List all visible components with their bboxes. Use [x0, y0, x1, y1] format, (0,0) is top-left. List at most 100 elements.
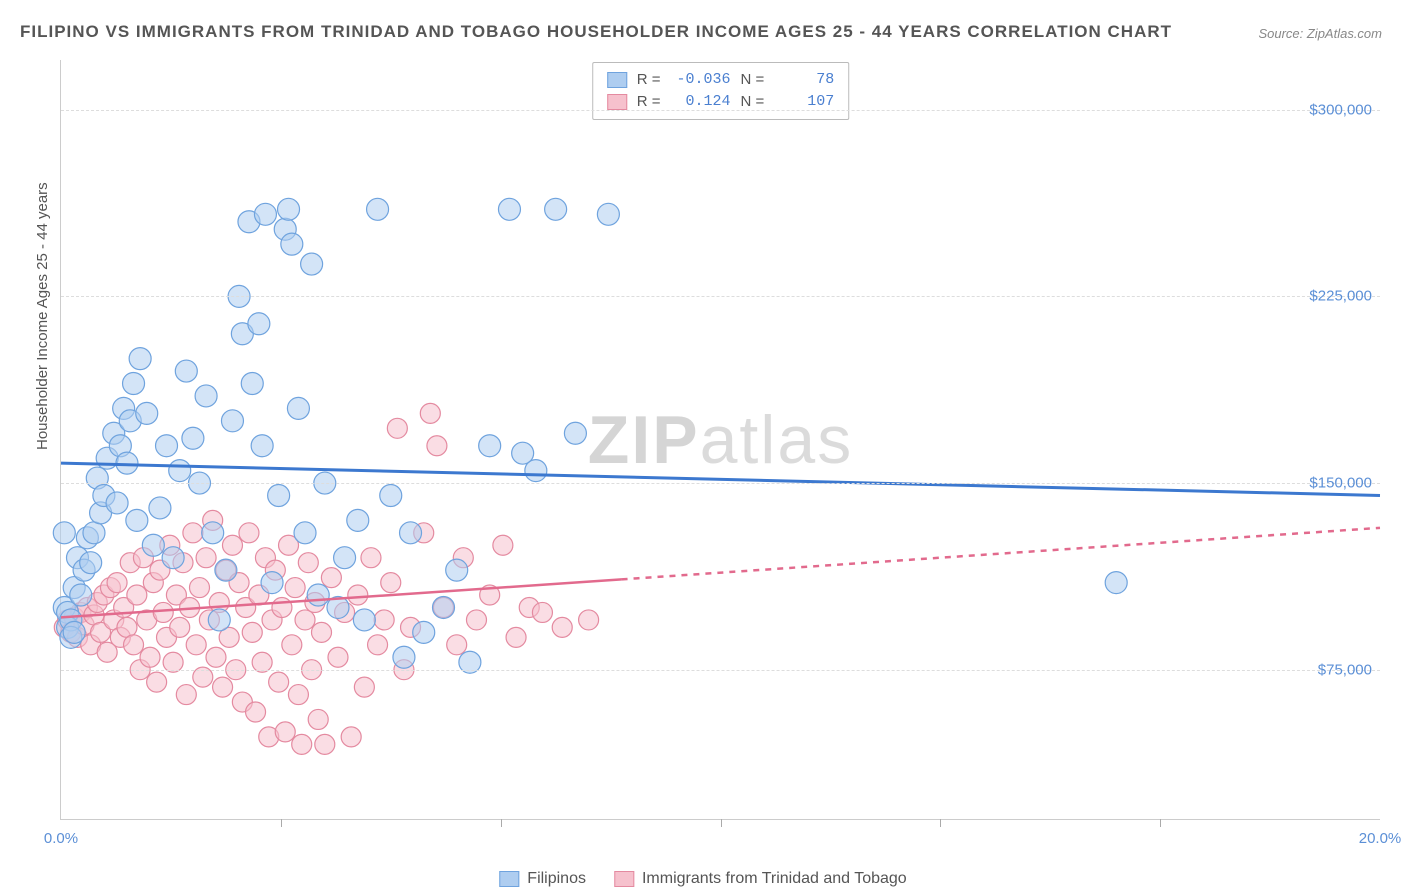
scatter-point [446, 559, 468, 581]
scatter-point [147, 672, 167, 692]
scatter-point [127, 585, 147, 605]
scatter-point [433, 596, 455, 618]
scatter-point [63, 621, 85, 643]
scatter-point [124, 635, 144, 655]
chart-title: FILIPINO VS IMMIGRANTS FROM TRINIDAD AND… [20, 22, 1172, 42]
scatter-point [348, 585, 368, 605]
scatter-point [182, 427, 204, 449]
scatter-point [288, 685, 308, 705]
scatter-point [334, 547, 356, 569]
scatter-point [347, 509, 369, 531]
source-link[interactable]: ZipAtlas.com [1307, 26, 1382, 41]
series-legend: Filipinos Immigrants from Trinidad and T… [499, 870, 906, 888]
scatter-point [479, 435, 501, 457]
scatter-point [83, 522, 105, 544]
scatter-point [413, 621, 435, 643]
x-minor-tick [281, 819, 282, 827]
scatter-point [597, 203, 619, 225]
scatter-point [368, 635, 388, 655]
y-tick-label: $300,000 [1309, 101, 1372, 118]
scatter-point [427, 436, 447, 456]
scatter-point [466, 610, 486, 630]
scatter-point [278, 198, 300, 220]
scatter-point [272, 597, 292, 617]
scatter-point [1105, 572, 1127, 594]
y-tick-label: $150,000 [1309, 475, 1372, 492]
scatter-point [447, 635, 467, 655]
y-axis-label: Householder Income Ages 25 - 44 years [34, 182, 51, 450]
scatter-point [80, 552, 102, 574]
scatter-point [239, 523, 259, 543]
scatter-point [222, 535, 242, 555]
scatter-point [506, 627, 526, 647]
scatter-point [312, 622, 332, 642]
scatter-point [183, 523, 203, 543]
scatter-point [321, 568, 341, 588]
gridline [61, 296, 1380, 297]
scatter-point [564, 422, 586, 444]
trend-line [61, 463, 1380, 495]
scatter-point [295, 610, 315, 630]
scatter-point [142, 534, 164, 556]
scatter-point [298, 553, 318, 573]
legend-item-filipinos: Filipinos [499, 870, 586, 888]
scatter-point [287, 397, 309, 419]
scatter-point [361, 548, 381, 568]
scatter-point [106, 492, 128, 514]
scatter-point [246, 702, 266, 722]
scatter-point [269, 672, 289, 692]
swatch-pink [614, 871, 634, 887]
plot-area: ZIPatlas R = -0.036 N = 78 R = 0.124 N =… [60, 60, 1380, 820]
scatter-point [153, 602, 173, 622]
scatter-point [354, 677, 374, 697]
scatter-point [206, 647, 226, 667]
legend-item-trinidad: Immigrants from Trinidad and Tobago [614, 870, 907, 888]
legend-label-filipinos: Filipinos [527, 870, 586, 888]
scatter-point [176, 685, 196, 705]
scatter-point [285, 578, 305, 598]
scatter-point [307, 584, 329, 606]
scatter-point [315, 734, 335, 754]
scatter-point [387, 418, 407, 438]
scatter-point [374, 610, 394, 630]
scatter-point [251, 435, 273, 457]
scatter-point [525, 460, 547, 482]
scatter-point [294, 522, 316, 544]
scatter-point [70, 584, 92, 606]
scatter-point [400, 522, 422, 544]
scatter-point [380, 484, 402, 506]
chart-svg [61, 60, 1380, 819]
scatter-point [123, 373, 145, 395]
scatter-point [175, 360, 197, 382]
scatter-point [493, 535, 513, 555]
scatter-point [213, 677, 233, 697]
scatter-point [328, 647, 348, 667]
scatter-point [107, 573, 127, 593]
scatter-point [261, 572, 283, 594]
legend-label-trinidad: Immigrants from Trinidad and Tobago [642, 870, 907, 888]
scatter-point [189, 578, 209, 598]
scatter-point [169, 460, 191, 482]
scatter-point [275, 722, 295, 742]
scatter-point [162, 547, 184, 569]
scatter-point [129, 348, 151, 370]
scatter-point [292, 734, 312, 754]
y-tick-label: $75,000 [1318, 661, 1372, 678]
scatter-point [281, 233, 303, 255]
x-minor-tick [1160, 819, 1161, 827]
scatter-point [53, 522, 75, 544]
gridline [61, 670, 1380, 671]
x-minor-tick [501, 819, 502, 827]
scatter-point [308, 709, 328, 729]
x-tick-label: 0.0% [44, 830, 78, 847]
source-attribution: Source: ZipAtlas.com [1258, 26, 1382, 41]
scatter-point [367, 198, 389, 220]
scatter-point [149, 497, 171, 519]
trend-line-dashed [622, 528, 1380, 580]
scatter-point [126, 509, 148, 531]
scatter-point [215, 559, 237, 581]
scatter-point [420, 403, 440, 423]
scatter-point [353, 609, 375, 631]
x-minor-tick [721, 819, 722, 827]
scatter-point [241, 373, 263, 395]
